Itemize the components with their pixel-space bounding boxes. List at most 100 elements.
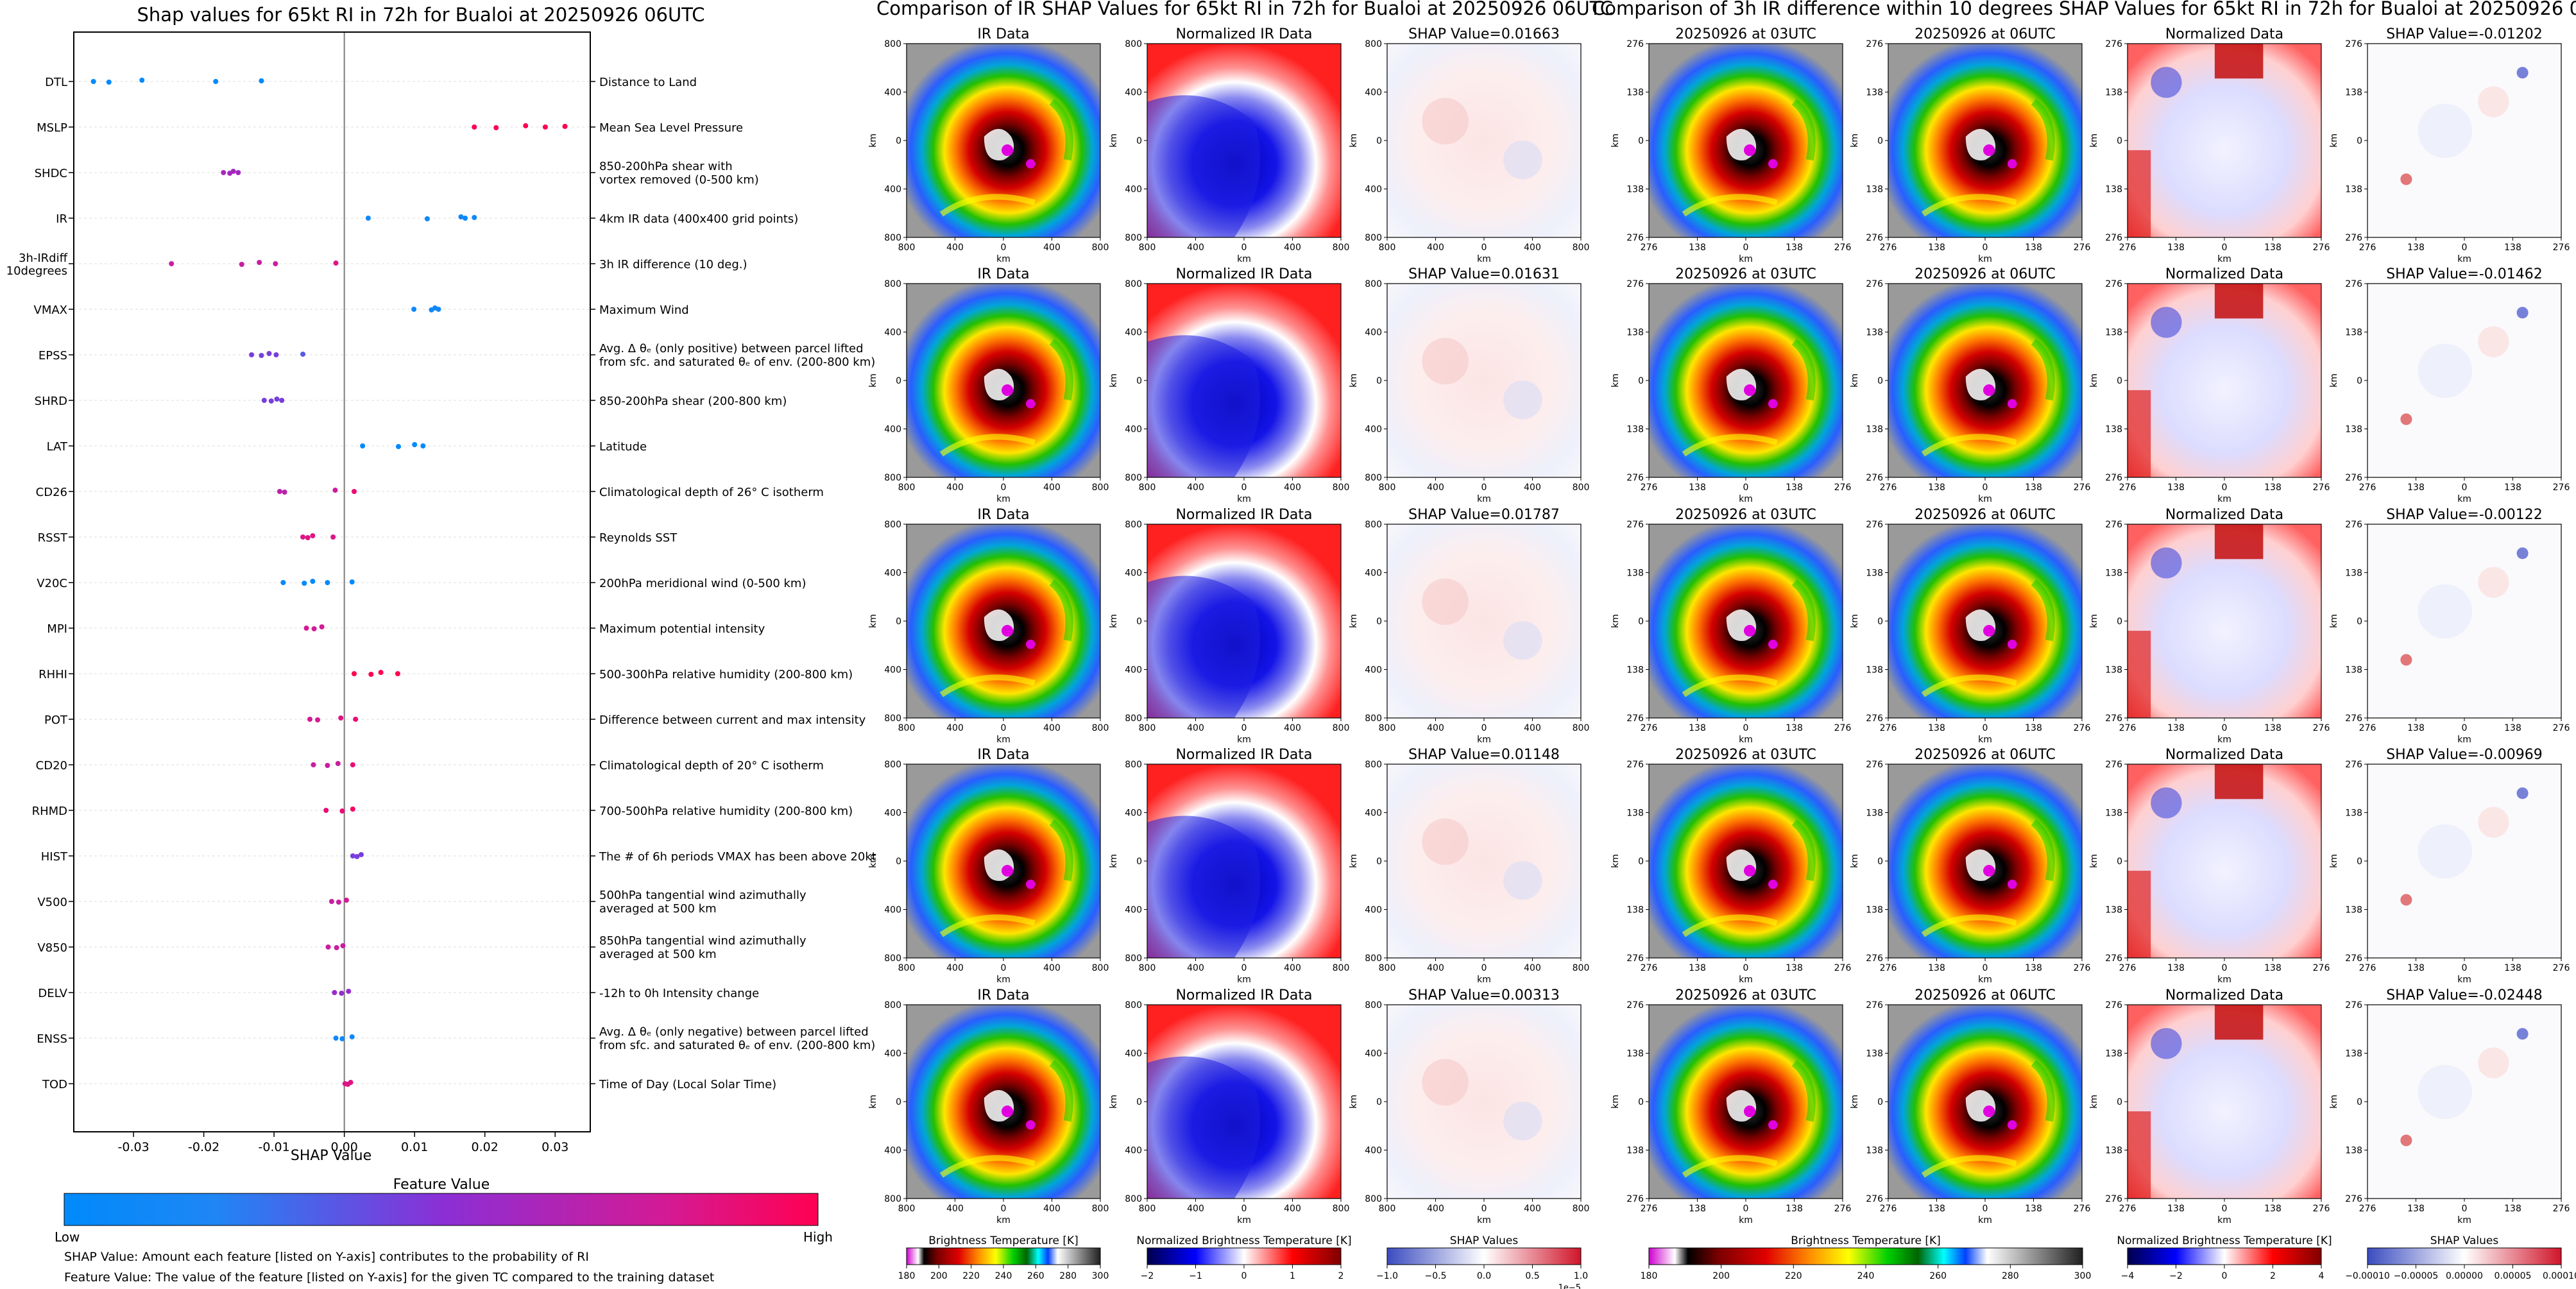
shap-point xyxy=(235,170,241,175)
panel-xtick-label: 400 xyxy=(1187,243,1204,253)
panel-xlabel: km xyxy=(1477,494,1491,504)
panel-ytick-label: 800 xyxy=(1365,39,1382,49)
panel-ytick-label: 0 xyxy=(2357,617,2362,627)
panel-ylabel: km xyxy=(1850,1095,1860,1109)
panel-xlabel: km xyxy=(1477,975,1491,985)
panel-title: Normalized IR Data xyxy=(1175,747,1312,763)
colorbar-tick-label: 180 xyxy=(1641,1271,1658,1281)
colorbar-tick-label: 300 xyxy=(2074,1271,2092,1281)
panel-xtick-label: 800 xyxy=(898,723,916,733)
panel-xtick-label: 276 xyxy=(2074,963,2091,973)
panel-title: SHAP Value=0.01148 xyxy=(1408,747,1560,763)
shap-point xyxy=(348,1080,354,1085)
panel-xtick-label: 138 xyxy=(1786,482,1803,493)
panel-ytick-label: 0 xyxy=(896,136,901,146)
shap-point xyxy=(280,580,286,585)
panel-image xyxy=(1387,1005,1581,1199)
panel-xtick-label: 0 xyxy=(2222,243,2228,253)
panel-ytick-label: 400 xyxy=(1365,88,1382,98)
y-tick-label: LAT xyxy=(47,440,68,454)
panel-xtick-label: 138 xyxy=(1786,723,1803,733)
panel-ytick-label: 138 xyxy=(1866,1146,1883,1156)
panel-xtick-label: 0 xyxy=(2462,482,2468,493)
panel-image xyxy=(907,284,1100,477)
panel-xtick-label: 400 xyxy=(1427,1204,1444,1214)
colorbar-gradient xyxy=(1147,1247,1342,1265)
panel-xtick-label: 138 xyxy=(1928,1204,1945,1214)
panel-ytick-label: 400 xyxy=(1125,328,1142,338)
shap-point xyxy=(472,215,477,220)
shap-point xyxy=(562,124,568,129)
y-tick-label: RHHI xyxy=(38,668,67,681)
panel-ytick-label: 0 xyxy=(1136,617,1142,627)
shap-point xyxy=(249,352,255,357)
panel-ylabel: km xyxy=(1610,133,1621,148)
panel-xtick-label: 800 xyxy=(1139,723,1156,733)
panel-xtick-label: 800 xyxy=(1139,482,1156,493)
y-tick-label: ENSS xyxy=(37,1032,67,1046)
colorbar: Brightness Temperature [K] 180 200 220 240 26… xyxy=(898,1234,1109,1281)
image-panel: SHAP Value=-0.00969276276138138001381382… xyxy=(2329,747,2570,985)
panel-title: IR Data xyxy=(977,266,1029,282)
panel-ytick-label: 138 xyxy=(2105,425,2122,435)
panel-ytick-label: 800 xyxy=(884,473,901,483)
colorbar-tick-label: −2 xyxy=(1141,1271,1154,1281)
panel-ylabel: km xyxy=(2329,854,2339,868)
colorbar: Normalized Brightness Temperature [K] −4 −… xyxy=(2117,1234,2332,1281)
shap-point xyxy=(338,715,344,721)
panel-ytick-label: 276 xyxy=(1866,520,1883,530)
shap-point xyxy=(259,353,264,358)
panel-ylabel: km xyxy=(2089,854,2099,868)
legend-text-shap-value: SHAP Value: Amount each feature [listed … xyxy=(64,1250,589,1264)
ir-difference-section: Comparison of 3h IR difference within 10… xyxy=(1592,0,2576,1281)
panel-ytick-label: 276 xyxy=(1626,473,1644,483)
panel-image xyxy=(1147,1005,1341,1199)
colorbar-tick-label: −0.00010 xyxy=(2345,1271,2390,1281)
panel-xtick-label: 800 xyxy=(1139,963,1156,973)
panel-title: 20250926 at 06UTC xyxy=(1915,747,2056,763)
panel-ytick-label: 276 xyxy=(2345,39,2362,49)
panel-xlabel: km xyxy=(2457,254,2471,264)
plot-frame xyxy=(73,31,591,1132)
panel-ytick-label: 0 xyxy=(1136,1097,1142,1107)
panel-xtick-label: 276 xyxy=(2313,723,2330,733)
panel-ytick-label: 0 xyxy=(2117,617,2122,627)
panel-ytick-label: 138 xyxy=(1626,568,1644,579)
y-tick-label: IR xyxy=(56,212,67,226)
panel-xlabel: km xyxy=(1739,494,1753,504)
panel-image xyxy=(1387,284,1581,477)
image-panel: SHAP Value=-0.02448276276138138001381382… xyxy=(2329,987,2570,1225)
colorbar-tick-label: 0 xyxy=(2222,1271,2228,1281)
ir-panels: IR Data80080040040000400400800800kmkmNor… xyxy=(868,26,1589,1225)
feature-description: 3h IR difference (10 deg.) xyxy=(599,258,747,271)
panel-xtick-label: 0 xyxy=(1481,963,1487,973)
panel-xtick-label: 276 xyxy=(1834,243,1852,253)
panel-title: SHAP Value=0.01787 xyxy=(1408,507,1560,523)
panel-xtick-label: 138 xyxy=(2167,1204,2185,1214)
panel-ylabel: km xyxy=(1610,614,1621,628)
panel-ytick-label: 400 xyxy=(884,425,901,435)
panel-xtick-label: 276 xyxy=(1834,963,1852,973)
panel-ytick-label: 0 xyxy=(1638,376,1644,386)
panel-title: IR Data xyxy=(977,987,1029,1003)
shap-point xyxy=(424,216,430,221)
x-tick-label: 0.01 xyxy=(401,1140,428,1154)
y-tick-label: RSST xyxy=(38,531,68,545)
panel-xtick-label: 0 xyxy=(1983,723,1988,733)
panel-ytick-label: 138 xyxy=(2105,665,2122,676)
shap-point xyxy=(336,900,341,905)
x-axis-label: SHAP Value xyxy=(291,1148,371,1164)
panel-title: SHAP Value=0.00313 xyxy=(1408,987,1560,1003)
panel-ytick-label: 276 xyxy=(1626,520,1644,530)
panel-ytick-label: 800 xyxy=(884,520,901,530)
panel-xtick-label: 276 xyxy=(2359,963,2376,973)
panel-xlabel: km xyxy=(1237,1215,1251,1225)
panel-xtick-label: 0 xyxy=(2222,482,2228,493)
panel-ytick-label: 800 xyxy=(1125,953,1142,964)
shap-point xyxy=(339,808,345,814)
colorbar-tick-label: 0.00000 xyxy=(2446,1271,2483,1281)
panel-ytick-label: 276 xyxy=(1866,279,1883,289)
panel-xtick-label: 138 xyxy=(2025,723,2042,733)
image-panel: 20250926 at 06UTC27627613813800138138276… xyxy=(1850,987,2090,1225)
